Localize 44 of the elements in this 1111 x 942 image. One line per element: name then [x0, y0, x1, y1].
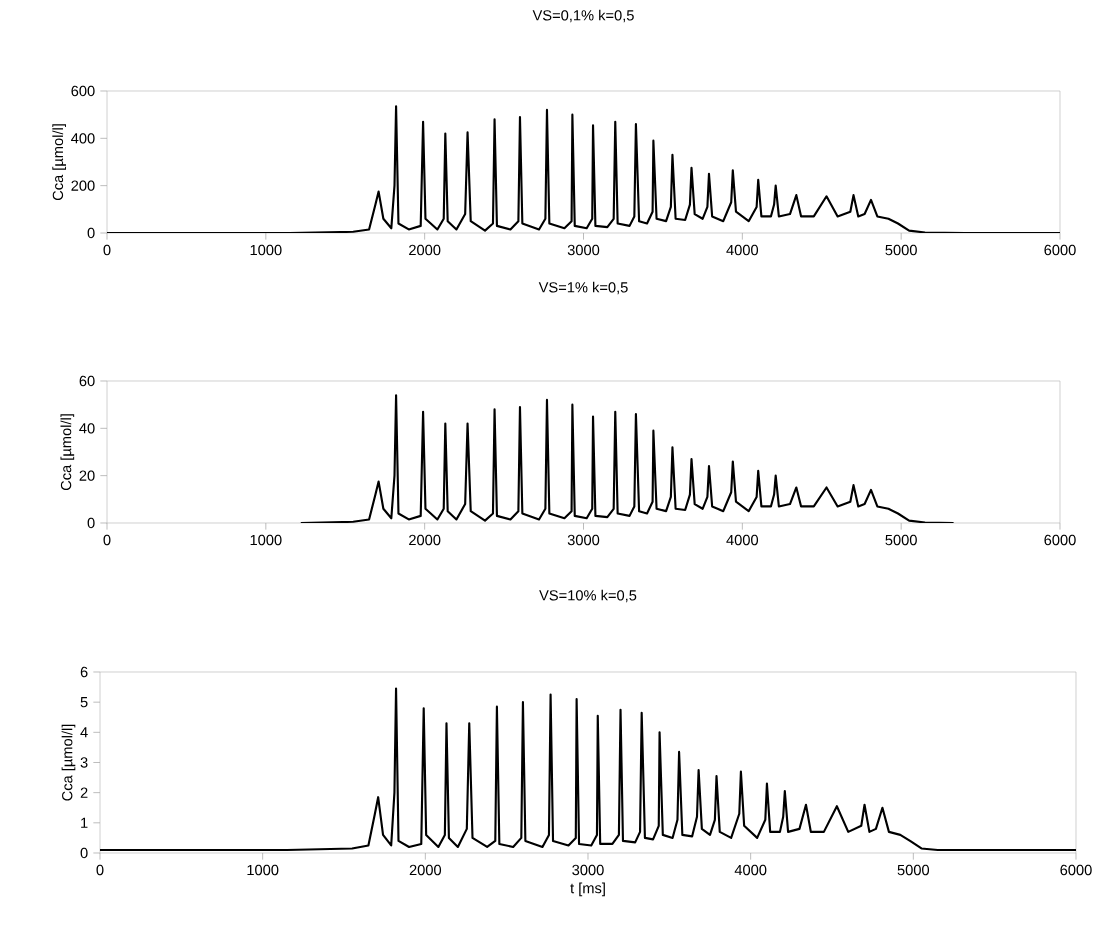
y-tick-label: 3: [80, 757, 88, 768]
line-series: [299, 394, 955, 523]
y-axis-title: Cca [µmol/l]: [61, 724, 76, 801]
x-tick-label: 5000: [885, 534, 917, 546]
x-tick-label: 0: [103, 534, 111, 546]
x-tick-label: 6000: [1044, 534, 1076, 546]
x-tick-label: 4000: [726, 244, 759, 256]
x-tick-label: 4000: [734, 864, 767, 876]
x-tick-label: 3000: [567, 534, 600, 546]
y-tick-label: 40: [79, 423, 95, 434]
y-tick-label: 1: [81, 817, 88, 828]
y-tick-label: 0: [80, 847, 88, 859]
y-tick-label: 0: [87, 517, 95, 529]
x-tick-label: 0: [96, 864, 104, 876]
y-tick-label: 20: [79, 470, 95, 481]
x-tick-label: 0: [103, 244, 111, 256]
x-axis-title: t [ms]: [570, 882, 605, 897]
x-tick-label: 2000: [409, 534, 441, 546]
chart-title: VS=0,1% k=0,5: [532, 9, 634, 23]
x-tick-label: 2000: [409, 864, 442, 876]
y-tick-label: 60: [79, 375, 95, 387]
y-tick-label: 400: [71, 133, 95, 144]
x-tick-label: 3000: [572, 864, 604, 876]
y-tick-label: 600: [71, 85, 95, 97]
y-tick-label: 200: [71, 180, 95, 191]
x-tick-label: 1000: [247, 864, 279, 876]
y-tick-label: 5: [80, 697, 88, 708]
x-tick-label: 1000: [250, 244, 282, 256]
x-tick-label: 2000: [409, 244, 441, 256]
x-tick-label: 4000: [726, 534, 759, 546]
x-tick-label: 3000: [567, 244, 600, 256]
x-tick-label: 1000: [250, 534, 282, 546]
chart-title: VS=10% k=0,5: [539, 589, 637, 603]
y-axis-title: Cca [µmol/l]: [52, 124, 66, 201]
y-axis-title: Cca [µmol/l]: [60, 414, 75, 491]
y-tick-label: 0: [87, 227, 95, 239]
x-tick-label: 6000: [1044, 244, 1076, 256]
chart-title: VS=1% k=0,5: [538, 281, 628, 295]
y-tick-label: 6: [80, 666, 88, 678]
x-tick-label: 5000: [885, 244, 917, 256]
x-tick-label: 5000: [897, 864, 930, 876]
y-tick-label: 4: [80, 727, 88, 738]
x-tick-label: 6000: [1060, 864, 1092, 876]
y-tick-label: 2: [80, 787, 88, 798]
